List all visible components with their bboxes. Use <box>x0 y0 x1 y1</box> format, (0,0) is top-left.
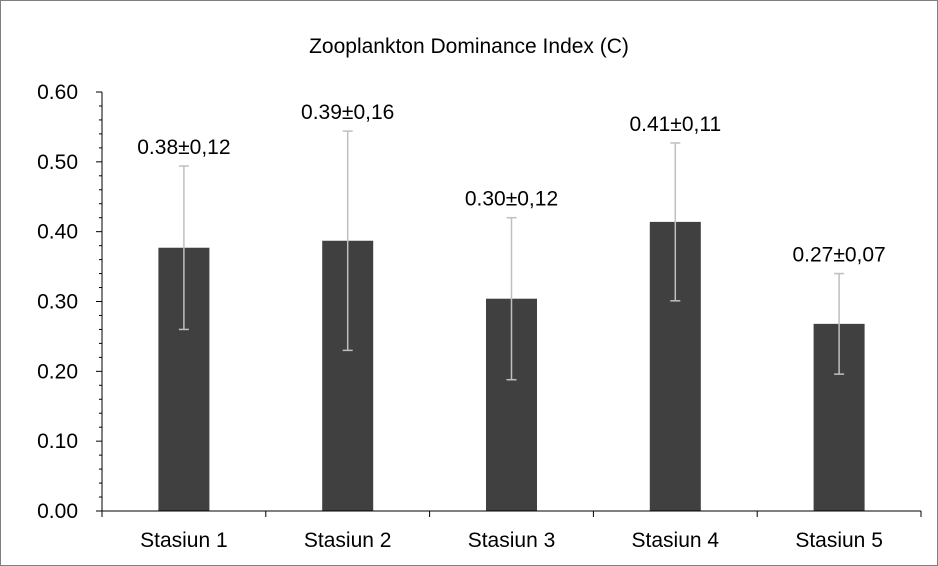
y-tick-label-1: 0.10 <box>37 430 78 453</box>
y-tick-label-0: 0.00 <box>37 500 78 523</box>
x-tick-label-2: Stasiun 2 <box>304 529 392 552</box>
chart-title: Zooplankton Dominance Index (C) <box>309 35 629 58</box>
y-tick-label-3: 0.30 <box>37 291 78 314</box>
y-tick-label-2: 0.20 <box>37 360 78 383</box>
error-bars-layer <box>178 130 845 381</box>
data-label-3: 0.30±0,12 <box>465 188 558 211</box>
error-bar-3 <box>506 216 517 381</box>
y-tick-label-4: 0.40 <box>37 221 78 244</box>
axes-layer <box>96 91 922 517</box>
x-tick-label-5: Stasiun 5 <box>795 529 883 552</box>
data-label-4: 0.41±0,11 <box>629 113 721 136</box>
error-bar-4 <box>670 142 681 302</box>
x-tick-label-1: Stasiun 1 <box>140 529 228 552</box>
error-bar-5 <box>834 272 845 375</box>
data-label-1: 0.38±0,12 <box>137 136 230 159</box>
y-tick-label-6: 0.60 <box>37 81 78 104</box>
data-label-2: 0.39±0,16 <box>301 101 394 124</box>
labels-layer: 0.38±0,12 Stasiun 1 0.39±0,16 Stasiun 2 0.30… <box>37 81 886 552</box>
x-tick-label-4: Stasiun 4 <box>632 529 720 552</box>
error-bar-1 <box>178 165 189 331</box>
x-tick-label-3: Stasiun 3 <box>468 529 556 552</box>
data-label-5: 0.27±0,07 <box>792 244 885 267</box>
error-bar-2 <box>342 130 353 352</box>
y-tick-label-5: 0.50 <box>37 151 78 174</box>
